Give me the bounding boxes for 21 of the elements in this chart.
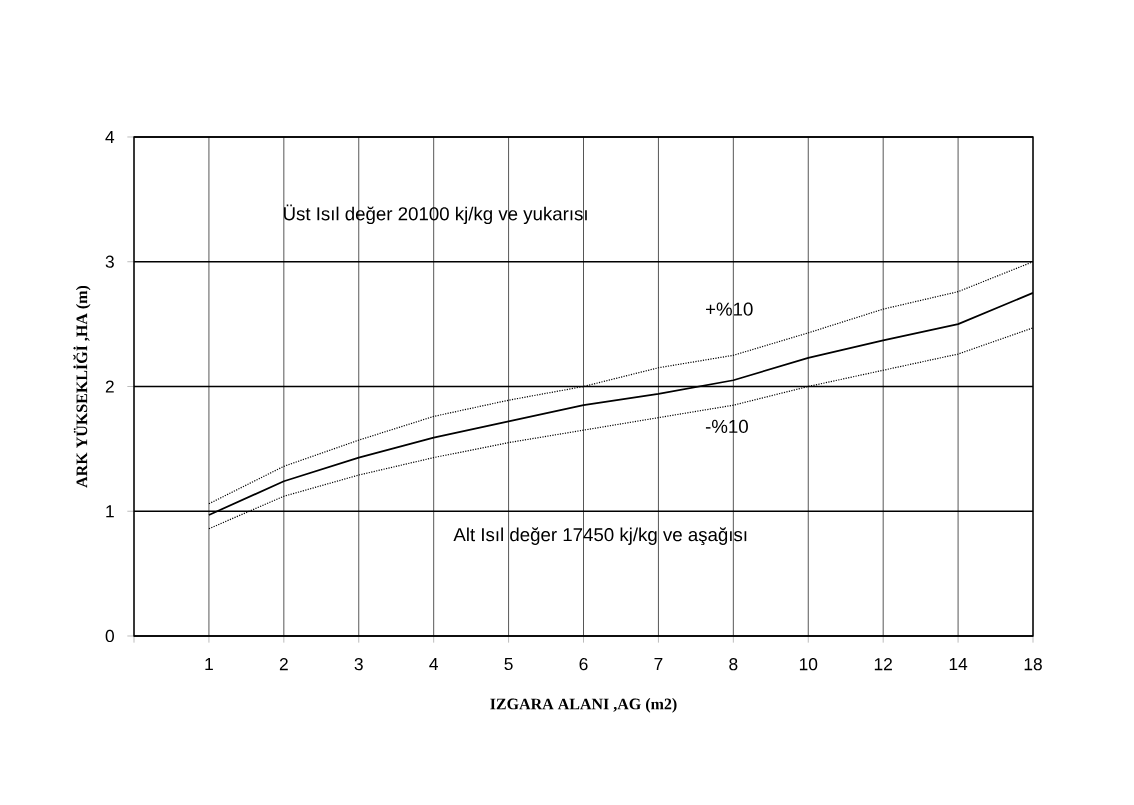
y-axis-title: ARK YÜKSEKLİĞİ ,HA (m) xyxy=(73,285,91,488)
x-tick-label: 1 xyxy=(205,658,213,670)
y-tick-label: 1 xyxy=(106,505,114,518)
x-tick-label: 8 xyxy=(729,658,738,671)
x-tick-label: 2 xyxy=(279,658,288,671)
x-tick-label: 4 xyxy=(429,658,438,670)
x-tick-label: 18 xyxy=(1024,658,1042,671)
series-label: -%10 xyxy=(705,419,748,434)
x-tick-label: 5 xyxy=(504,658,513,671)
y-tick-label: 2 xyxy=(105,380,114,393)
series-label: +%10 xyxy=(706,302,753,316)
x-tick-label: 10 xyxy=(799,658,818,671)
x-tick-label: 12 xyxy=(874,658,892,671)
y-tick-label: 4 xyxy=(105,131,115,143)
x-tick-label: 3 xyxy=(354,658,363,671)
y-tick-label: 3 xyxy=(105,255,114,268)
y-tick-label: 0 xyxy=(105,629,114,643)
x-tick-label: 6 xyxy=(579,658,588,671)
x-tick-label: 7 xyxy=(654,658,663,670)
x-axis-title: IZGARA ALANI ,AG (m2) xyxy=(490,698,677,713)
x-tick-label: 14 xyxy=(949,658,968,670)
